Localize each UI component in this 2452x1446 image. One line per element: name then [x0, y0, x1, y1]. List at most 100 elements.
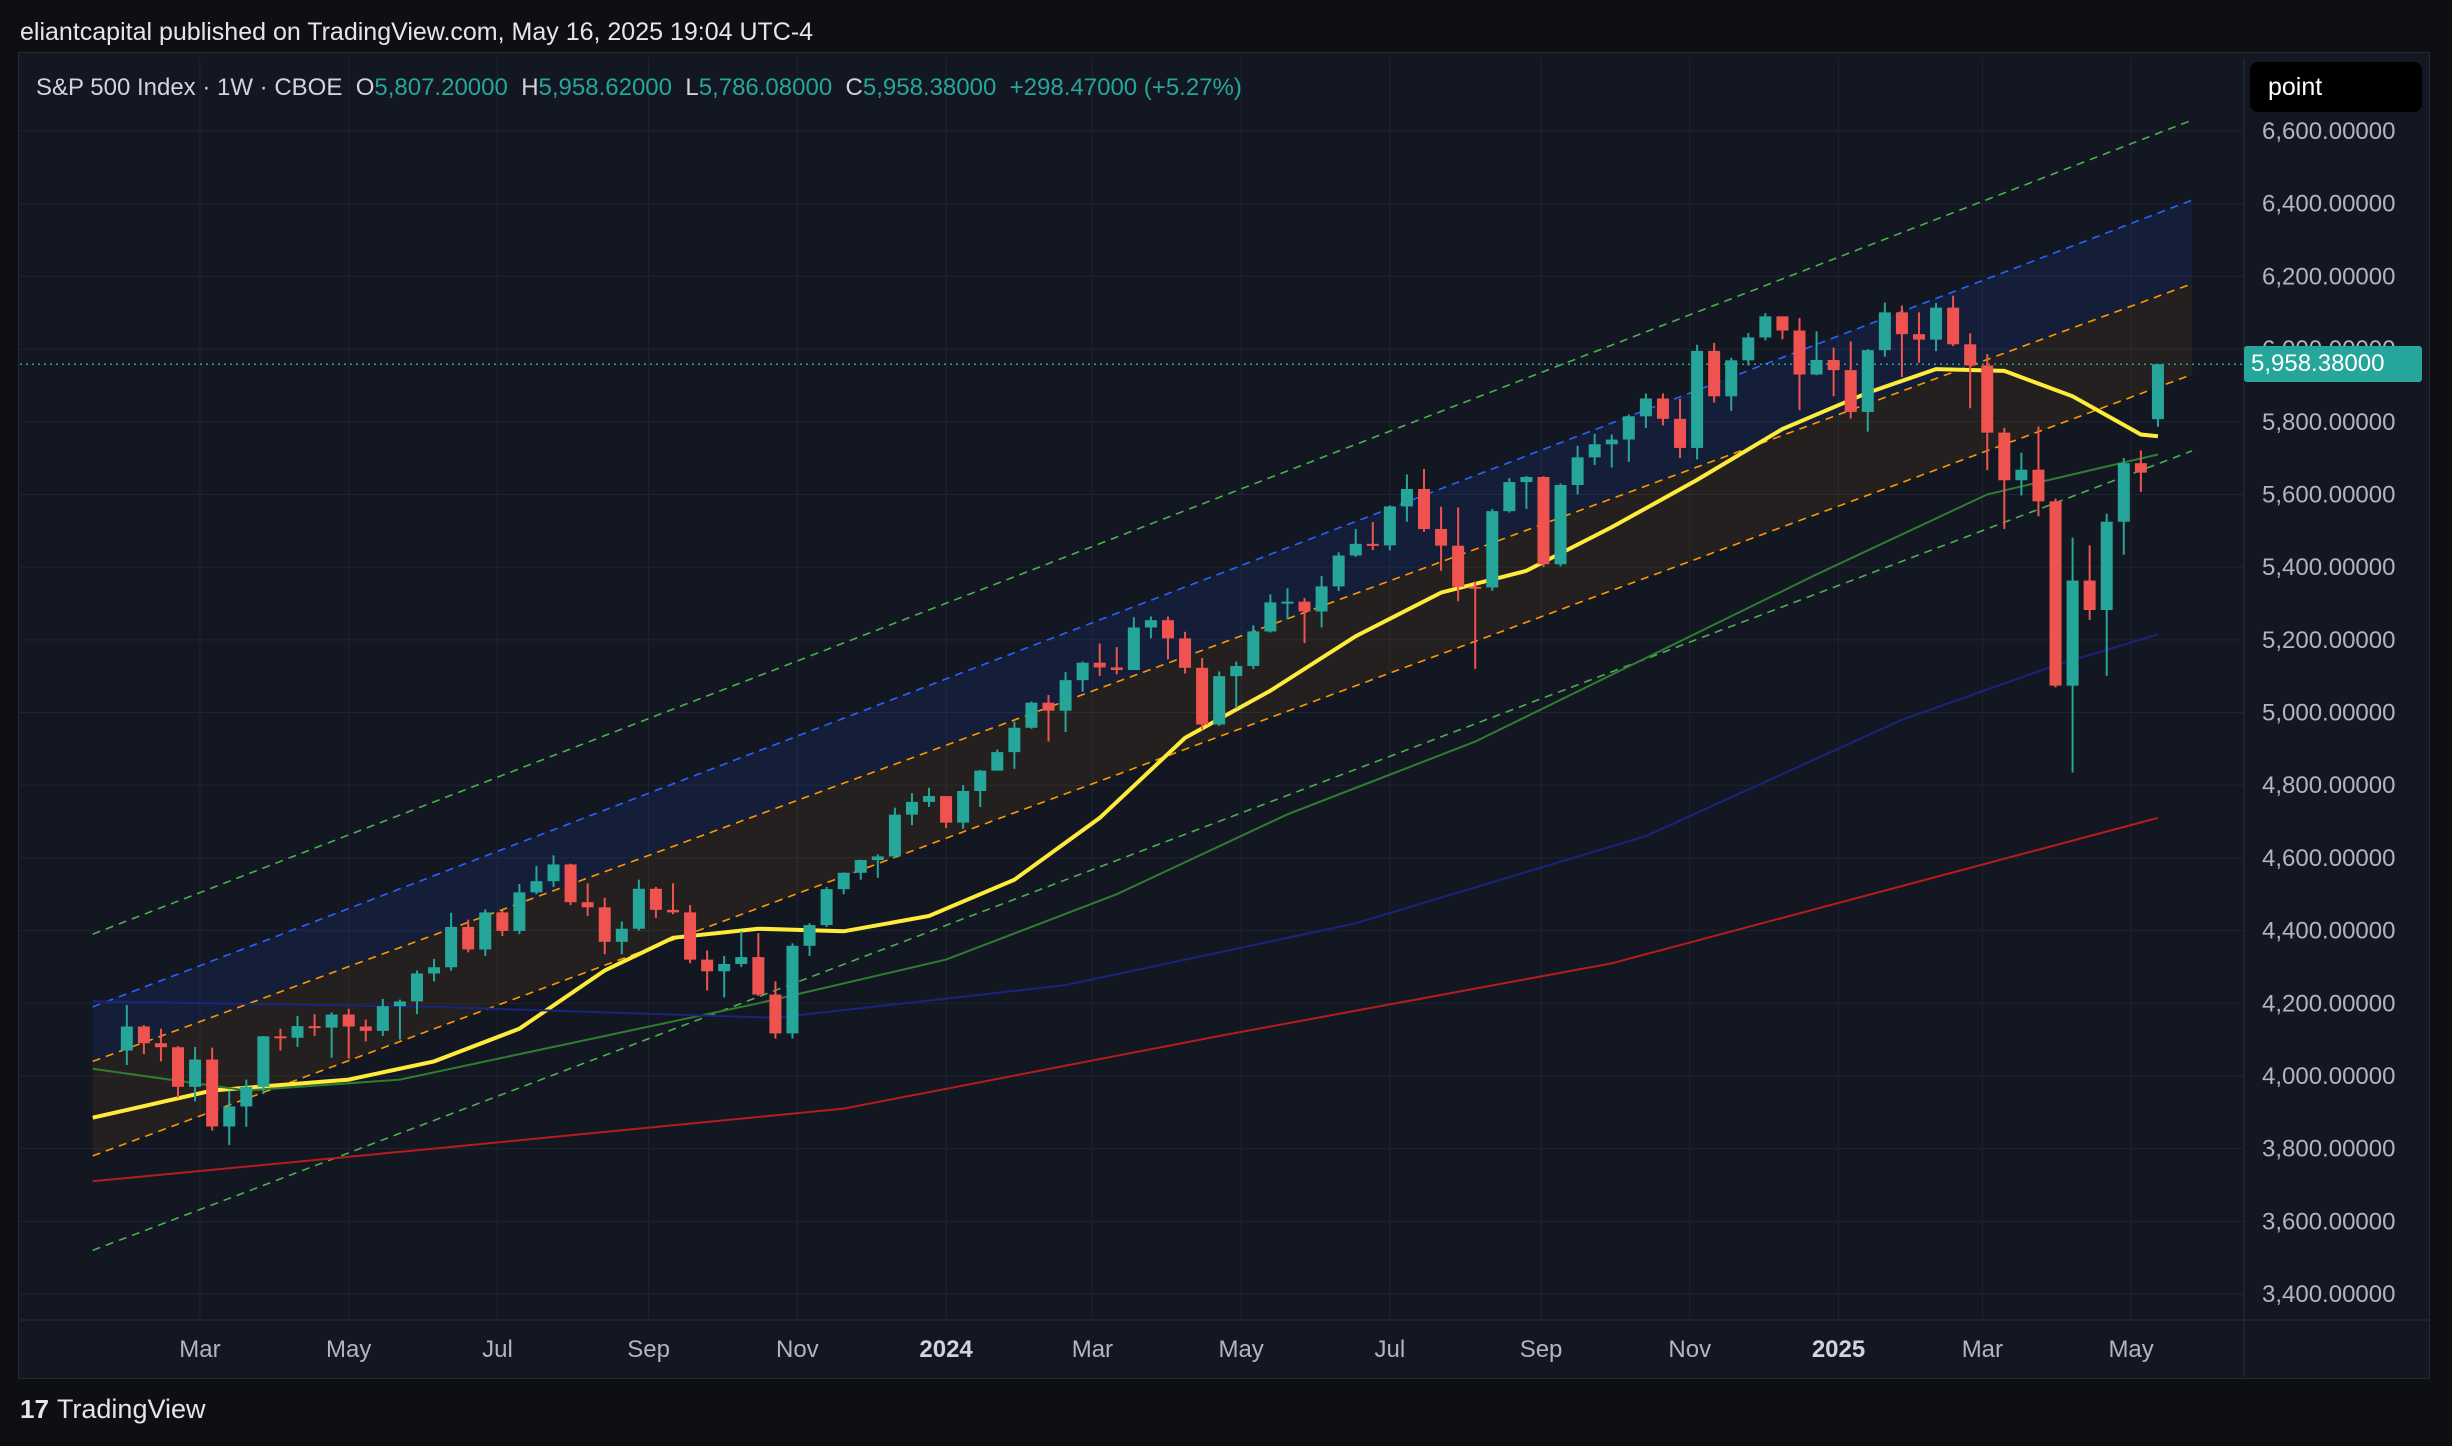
tradingview-brand[interactable]: 17 TradingView	[20, 1394, 206, 1425]
candle-body	[1383, 506, 1396, 546]
candle-body	[496, 912, 509, 931]
y-tick-label: 4,200.00000	[2262, 990, 2395, 1017]
y-tick-label: 4,800.00000	[2262, 772, 2395, 799]
candle-body	[1964, 344, 1977, 366]
y-tick-label: 5,000.00000	[2262, 700, 2395, 727]
candle-body	[1691, 350, 1704, 448]
candle-body	[2049, 501, 2062, 686]
candle-body	[2032, 469, 2045, 502]
candle-body	[2015, 469, 2028, 481]
channel-line	[92, 119, 2193, 935]
open-value: 5,807.20000	[374, 74, 508, 101]
symbol-label: S&P 500 Index · 1W · CBOE	[36, 74, 343, 101]
candle-body	[479, 912, 492, 950]
moving-average-line	[92, 633, 2159, 1019]
x-tick-label: Nov	[1668, 1336, 1711, 1363]
moving-average-line	[92, 816, 2159, 1183]
candle-body	[1793, 330, 1806, 375]
candle-body	[905, 801, 918, 815]
candle-body	[1622, 416, 1635, 440]
y-tick-label: 5,600.00000	[2262, 481, 2395, 508]
candle-body	[769, 994, 782, 1034]
y-tick-label: 4,600.00000	[2262, 845, 2395, 872]
candle-body	[120, 1026, 133, 1051]
candle-body	[257, 1036, 270, 1087]
candle-body	[1281, 601, 1294, 604]
candle-body	[1537, 476, 1550, 565]
candle-body	[803, 925, 816, 946]
low-label: L	[685, 74, 699, 101]
ohlc-legend: S&P 500 Index · 1W · CBOE O5,807.20000 H…	[36, 74, 1242, 102]
candle-body	[1759, 316, 1772, 338]
candle-body	[1742, 337, 1755, 361]
candle-body	[632, 888, 645, 929]
candle-body	[1127, 627, 1140, 670]
candle-body	[786, 945, 799, 1034]
candle-body	[1588, 444, 1601, 458]
candle-body	[667, 909, 680, 913]
candle-body	[752, 957, 765, 995]
y-tick-label: 5,200.00000	[2262, 627, 2395, 654]
channel-line	[92, 373, 2193, 1157]
y-tick-label: 5,800.00000	[2262, 409, 2395, 436]
candle-body	[1486, 511, 1499, 588]
close-value: 5,958.38000	[862, 74, 997, 101]
channel-line	[92, 450, 2193, 1252]
candle-body	[1469, 586, 1482, 589]
channel-fill	[92, 283, 2193, 1156]
candle-body	[1264, 602, 1277, 632]
candle-body	[547, 864, 560, 882]
x-tick-label: May	[2108, 1336, 2153, 1363]
candle-body	[871, 856, 884, 861]
candle-body	[1179, 638, 1192, 668]
candle-body	[735, 957, 748, 964]
candle-body	[1059, 680, 1072, 711]
candle-body	[1639, 398, 1652, 417]
candle-body	[206, 1059, 219, 1127]
candle-body	[240, 1086, 253, 1107]
candle-body	[615, 928, 628, 942]
candle-body	[1674, 418, 1687, 448]
last-price-badge: 5,958.38000	[2244, 346, 2422, 382]
candle-body	[1025, 702, 1038, 728]
candle-body	[274, 1036, 287, 1039]
scale-mode-button[interactable]: point	[2250, 62, 2422, 112]
candle-body	[359, 1026, 372, 1031]
candle-body	[1708, 350, 1721, 397]
candle-body	[1571, 457, 1584, 485]
candle-body	[1315, 586, 1328, 612]
candle-body	[154, 1043, 167, 1048]
x-tick-label: Mar	[179, 1336, 220, 1363]
candle-body	[1947, 307, 1960, 345]
candle-body	[1213, 676, 1226, 725]
candle-body	[1042, 702, 1055, 711]
candle-body	[1076, 662, 1089, 681]
candle-body	[1912, 334, 1925, 340]
candle-body	[1725, 360, 1738, 397]
candle-body	[1418, 488, 1431, 529]
y-tick-label: 3,600.00000	[2262, 1208, 2395, 1235]
candle-body	[2100, 521, 2113, 611]
candle-body	[1554, 484, 1567, 565]
candle-body	[428, 967, 441, 974]
candle-body	[564, 864, 577, 903]
candle-body	[530, 881, 543, 893]
brand-label: TradingView	[56, 1394, 206, 1424]
published-info: eliantcapital published on TradingView.c…	[20, 18, 814, 46]
y-tick-label: 3,400.00000	[2262, 1281, 2395, 1308]
high-value: 5,958.62000	[538, 74, 672, 101]
candle-body	[1110, 667, 1123, 670]
candle-body	[2066, 580, 2079, 686]
y-tick-label: 6,600.00000	[2262, 118, 2395, 145]
x-tick-label: Jul	[482, 1336, 513, 1363]
candle-body	[445, 926, 458, 968]
top-bar: eliantcapital published on TradingView.c…	[0, 0, 2452, 52]
candle-body	[308, 1026, 321, 1029]
candle-body	[1605, 439, 1618, 445]
candle-body	[513, 892, 526, 931]
candle-body	[1810, 359, 1823, 375]
candle-body	[598, 907, 611, 942]
candle-body	[1161, 620, 1174, 639]
candle-body	[223, 1106, 236, 1127]
